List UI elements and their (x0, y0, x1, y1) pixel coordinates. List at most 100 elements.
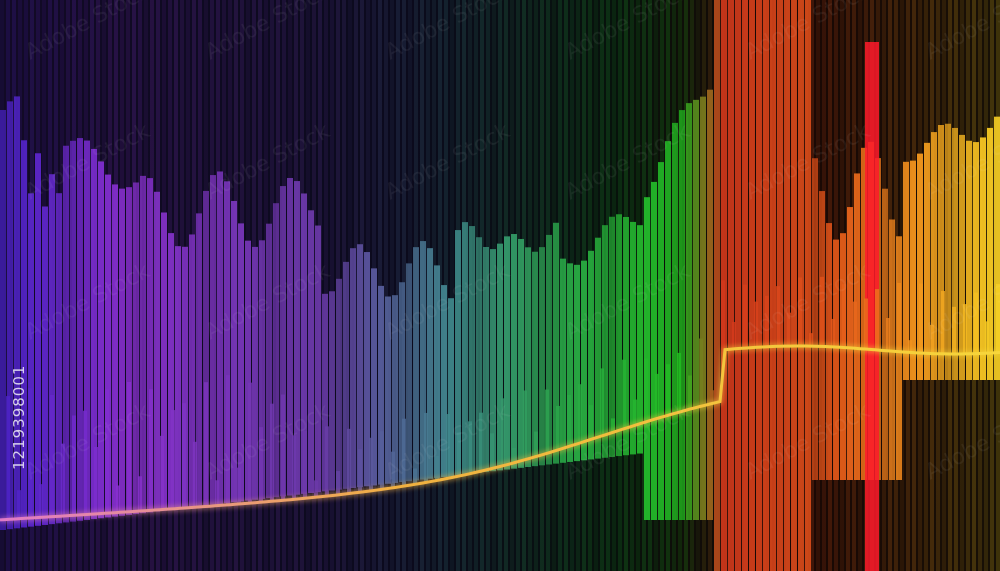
spectrum-bar (476, 237, 482, 473)
spectrum-bar (126, 187, 132, 515)
spike-bar (457, 432, 461, 477)
spike-bar (809, 333, 813, 347)
spike-bar (930, 324, 934, 354)
spectrum-bar (98, 161, 104, 519)
spike-bar (875, 289, 879, 350)
spike-bar (589, 405, 593, 441)
spectrum-bar (154, 191, 160, 512)
spectrum-bar (924, 142, 930, 380)
spike-bar (864, 298, 868, 349)
spike-bar (963, 304, 967, 354)
spectrum-bar (994, 116, 1000, 380)
spectrum-bar (210, 175, 216, 505)
spectrum-bar (504, 236, 510, 470)
spectrum-bar (546, 234, 552, 465)
spike-bar (765, 295, 769, 347)
spectrum-bar (273, 203, 279, 498)
spectrum-bar (483, 247, 489, 473)
spectrum-bar (378, 285, 384, 485)
spike-bar (545, 389, 549, 454)
spectrum-bar (826, 223, 832, 481)
spike-bar (622, 359, 626, 430)
spike-bar (358, 449, 362, 493)
spike-bar (160, 435, 164, 510)
spectrum-bar (966, 140, 972, 380)
spike-bar (732, 321, 736, 350)
spike-bar (523, 390, 527, 461)
watermark-stock-id: 1219398001 (10, 364, 28, 470)
spectrum-bar (343, 261, 349, 489)
spectrum-bar (448, 298, 454, 477)
spectrum-bar (560, 258, 566, 463)
spectrum-bar (623, 216, 629, 456)
spectrum-bar (399, 282, 405, 483)
spike-bar (314, 480, 318, 498)
spike-bar (699, 338, 703, 407)
spectrum-bar (756, 0, 762, 571)
spike-bar (677, 352, 681, 413)
spectrum-bar (91, 148, 97, 520)
spectrum-bar (707, 89, 713, 520)
spike-bar (985, 321, 989, 354)
spectrum-bar (637, 225, 643, 454)
spectrum-bar (168, 233, 174, 510)
spike-bar (666, 364, 670, 416)
spectrum-bar (959, 134, 965, 380)
spectrum-bar (315, 225, 321, 493)
spectrum-bar (392, 295, 398, 483)
spectrum-bar (714, 0, 720, 571)
spectrum-bar (630, 221, 636, 455)
spike-bar (798, 277, 802, 347)
spectrum-bar (231, 200, 237, 503)
spectrum-bar (945, 123, 951, 380)
spectrum-bar (259, 240, 265, 499)
spectrum-bar (672, 122, 678, 520)
spectrum-bar (147, 178, 153, 513)
spectrum-bar (133, 182, 139, 515)
spike-bar (908, 340, 912, 353)
spectrum-bar (812, 158, 818, 480)
spike-bar (754, 301, 758, 348)
spectrum-bar (14, 96, 20, 529)
spectrum-bar (329, 291, 335, 491)
spike-bar (435, 456, 439, 481)
spectrum-bar (763, 0, 769, 571)
spectrum-bar (63, 145, 69, 523)
spectrum-bar (224, 181, 230, 504)
spectrum-bar (287, 177, 293, 496)
spectrum-bar (70, 140, 76, 522)
spike-bar (952, 306, 956, 354)
spectrum-bar (238, 223, 244, 502)
spectrum-bar (252, 246, 258, 500)
spike-bar (380, 431, 384, 490)
spectrum-bar (518, 238, 524, 468)
spectrum-bar (882, 188, 888, 480)
background-stripe (384, 0, 388, 571)
spectrum-bar (770, 0, 776, 571)
spectrum-bar (616, 214, 622, 457)
spectrum-bar (266, 223, 272, 499)
spike-bar (281, 394, 285, 501)
background-stripe (330, 0, 334, 571)
spectrum-bar (539, 247, 545, 466)
spectrum-bar (469, 226, 475, 474)
spectrum-bar (525, 247, 531, 467)
spike-bar (270, 403, 274, 502)
spectrum-bar (497, 243, 503, 471)
spike-bar (6, 396, 10, 520)
spectrum-bar (847, 207, 853, 480)
spectrum-bar (385, 296, 391, 484)
spike-bar (424, 412, 428, 483)
spike-bar (556, 405, 560, 451)
spike-bar (919, 283, 923, 353)
spike-bar (743, 284, 747, 349)
spectrum-bar (987, 127, 993, 380)
spectrum-bar (196, 213, 202, 507)
spectrum-bar (140, 175, 146, 514)
spectrum-bar (413, 247, 419, 481)
spectrum-bar (595, 237, 601, 459)
spike-bar (633, 399, 637, 426)
spike-bar (490, 433, 494, 469)
spike-bar (226, 375, 230, 505)
